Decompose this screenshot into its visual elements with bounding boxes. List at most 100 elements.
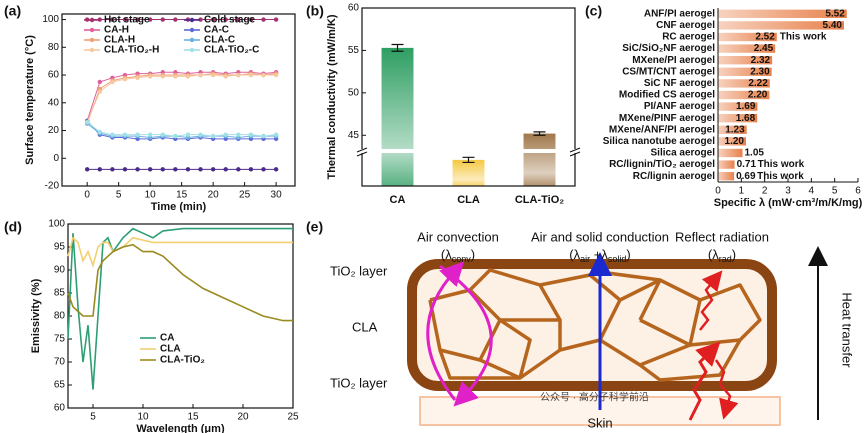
value-label: 0.69 <box>736 171 756 182</box>
data-point <box>173 167 178 172</box>
data-point <box>236 167 241 172</box>
legend-label: CA-H <box>104 25 129 36</box>
legend-label: CLA-TiO₂ <box>160 355 205 366</box>
y-tick-label: 80 <box>48 42 60 53</box>
x-tick-label: 30 <box>271 190 283 201</box>
data-point <box>236 17 241 22</box>
y-tick-label: ANF/PI aerogel <box>644 8 715 19</box>
x-tick-label: 15 <box>176 190 188 201</box>
bar <box>718 137 746 146</box>
bar <box>718 56 773 65</box>
data-point <box>135 132 140 137</box>
y-tick-label: CNF aerogel <box>656 20 715 31</box>
layer-label: TiO₂ layer <box>330 263 388 278</box>
data-point <box>135 17 140 22</box>
data-point <box>198 132 203 137</box>
value-label: 2.52 <box>755 32 775 43</box>
plot-frame <box>361 7 576 187</box>
bar <box>718 44 776 53</box>
convection-arrow <box>426 261 465 401</box>
y-tick-label: 55 <box>348 45 360 56</box>
data-point <box>97 129 102 135</box>
annotation: This work <box>757 171 804 182</box>
bar <box>718 79 770 88</box>
value-label: 2.30 <box>750 66 770 77</box>
panel-label: (d) <box>4 219 22 235</box>
legend-marker <box>189 27 195 33</box>
x-tick-label: 2 <box>762 186 768 197</box>
formula-subscript: air <box>580 254 590 264</box>
data-point <box>248 132 254 137</box>
series-line <box>67 236 293 269</box>
legend-marker <box>189 37 195 43</box>
formula-part: ) <box>732 247 736 262</box>
series-line <box>86 120 277 140</box>
y-tick-label: RC/lignin aerogel <box>633 171 715 182</box>
radiation-arrow <box>688 341 721 421</box>
data-point <box>135 167 140 172</box>
y-tick-label: 0 <box>53 153 59 164</box>
legend-marker <box>89 47 95 53</box>
value-label: 2.22 <box>748 78 768 89</box>
value-label: 1.69 <box>736 101 756 112</box>
aerogel-block <box>407 259 777 391</box>
data-point <box>236 72 241 78</box>
x-tick-label: 20 <box>208 190 220 201</box>
data-point <box>160 132 165 137</box>
data-point <box>147 74 153 79</box>
data-point <box>248 17 254 22</box>
annotation: This work <box>758 159 805 170</box>
panel-label: (a) <box>4 3 21 19</box>
series-line <box>67 243 293 322</box>
convection-label: Air convection <box>417 229 499 244</box>
formula-subscript: rad <box>719 254 732 264</box>
error-bar <box>533 131 546 136</box>
x-tick-label: 3 <box>785 186 791 197</box>
formula-subscript: conv <box>452 254 472 264</box>
data-point <box>185 132 191 137</box>
data-point <box>236 132 241 137</box>
x-axis-label: Time (min) <box>151 201 207 213</box>
data-point <box>248 72 254 78</box>
y-tick-label: MXene/PI aerogel <box>632 55 715 66</box>
y-tick-label: MXene/ANF/PI aerogel <box>609 124 715 135</box>
legend-marker <box>189 17 195 23</box>
data-point <box>173 74 178 79</box>
data-point <box>210 167 216 172</box>
panel-label: (e) <box>306 219 323 235</box>
radiation-formula: (λrad) <box>708 247 736 264</box>
legend-label: CLA-H <box>104 35 135 46</box>
y-tick-label: 45 <box>348 130 360 141</box>
convection-arrow <box>439 264 493 407</box>
data-point <box>198 167 203 172</box>
x-tick-label: 10 <box>137 412 149 423</box>
data-point <box>248 167 254 172</box>
formula-part: (λ <box>569 247 580 262</box>
value-label: 5.52 <box>825 8 845 19</box>
layer-label: CLA <box>352 319 378 334</box>
formula-subscript: solid <box>608 254 627 264</box>
diagram: Air convection (λconv) Air and solid con… <box>330 229 855 430</box>
y-tick-label: MXene/PINF aerogel <box>619 113 715 124</box>
y-axis-label: Surface temperature (°C) <box>24 35 36 165</box>
y-tick-label: 60 <box>48 70 60 81</box>
legend-label: CLA-TiO₂-H <box>104 45 159 56</box>
value-label: 1.20 <box>725 136 745 147</box>
data-point <box>84 119 90 125</box>
data-point <box>135 75 140 81</box>
formula-part: ) <box>471 247 475 262</box>
x-tick-label: 15 <box>187 412 199 423</box>
bar <box>718 160 735 169</box>
convection-formula: (λconv) <box>441 247 475 264</box>
bar <box>381 47 414 187</box>
x-axis-label: Wavelength (μm) <box>136 423 225 433</box>
heat-transfer-label: Heat transfer <box>840 292 855 368</box>
data-point <box>110 132 115 137</box>
value-label: 1.23 <box>725 124 745 135</box>
x-tick-label: 4 <box>809 186 815 197</box>
error-bar <box>391 43 404 52</box>
data-point <box>173 17 178 22</box>
data-point <box>223 17 228 22</box>
radiation-arrow <box>714 359 739 420</box>
y-tick-label: RC aerogel <box>662 32 715 43</box>
